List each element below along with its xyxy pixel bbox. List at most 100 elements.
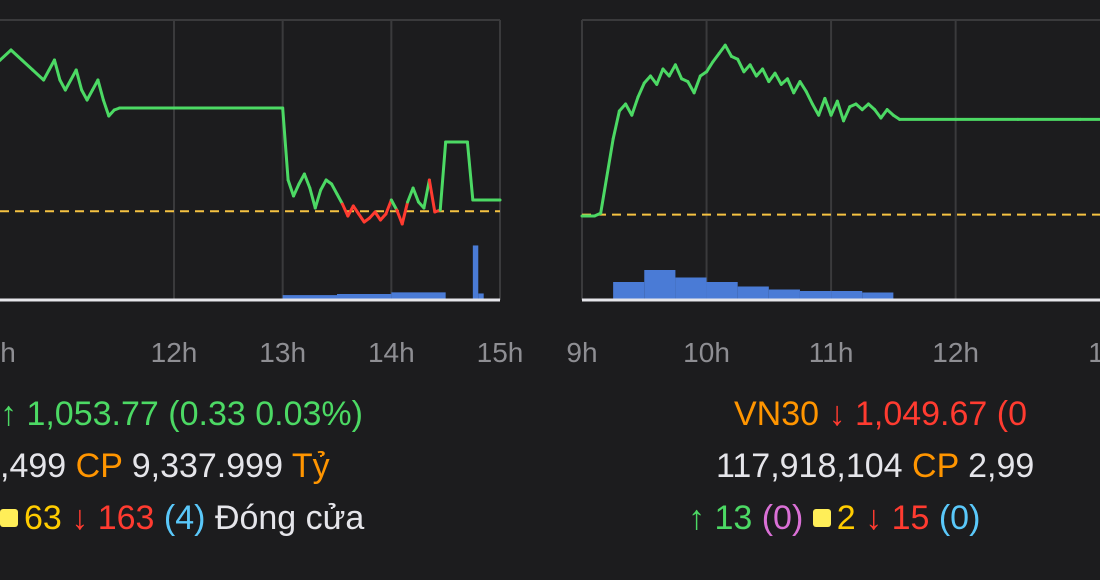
price-line-segment — [389, 198, 399, 212]
price-line-segment — [427, 178, 437, 214]
price-line-segment — [406, 186, 415, 204]
price-line-segment — [42, 68, 51, 82]
price-line-segment — [346, 204, 355, 218]
right-index-name: VN30 — [734, 395, 820, 433]
price-line-segment — [63, 78, 73, 92]
price-line-segment — [773, 71, 783, 86]
price-line-segment — [636, 81, 646, 99]
price-line-segment — [667, 63, 677, 78]
volume-bar — [737, 286, 769, 300]
price-line-segment — [52, 58, 62, 82]
volume-bar — [472, 245, 479, 300]
price-line-segment — [313, 188, 323, 210]
right-cp-label: CP — [912, 447, 959, 485]
price-line-segment — [717, 43, 727, 56]
price-line-segment — [101, 98, 111, 118]
price-line-segment — [673, 63, 684, 81]
price-line-segment — [873, 108, 883, 120]
price-line-segment — [335, 192, 344, 206]
x-tick-label: 14h — [368, 337, 415, 368]
price-line-segment — [711, 52, 721, 64]
price-line-segment — [411, 186, 420, 204]
x-tick-label-fragment: h — [0, 337, 16, 368]
price-line-segment — [686, 80, 696, 95]
right-up-count: 13 — [714, 499, 753, 537]
price-line-segment — [842, 105, 852, 123]
volume-bar — [706, 282, 738, 300]
price-line-segment — [96, 78, 105, 102]
price-line-segment — [357, 212, 366, 224]
price-line-segment — [642, 74, 652, 85]
price-line-segment — [630, 95, 640, 117]
left-volume-line: ,499 CP 9,337.999 Tỷ — [0, 446, 330, 486]
left-volume: ,499 — [0, 447, 67, 485]
price-line-segment — [330, 182, 339, 196]
left-flat-count: 63 — [24, 499, 62, 537]
price-line-segment — [810, 102, 821, 117]
volume-bar — [478, 293, 484, 300]
x-tick-label: 15h — [477, 337, 524, 368]
price-line-segment — [302, 172, 312, 190]
volume-bar — [799, 291, 832, 300]
up-arrow-icon: ↑ — [0, 395, 17, 433]
price-line-segment — [58, 78, 67, 92]
price-line-segment — [20, 58, 35, 72]
right-down-floor: (0) — [938, 499, 981, 537]
price-line-segment — [804, 89, 814, 106]
price-line-segment — [835, 99, 846, 123]
price-line-segment — [879, 108, 889, 120]
price-line-segment — [286, 178, 296, 198]
down-arrow-icon: ↓ — [71, 499, 89, 537]
price-line-segment — [373, 210, 382, 222]
chart-panel-left: 12h 13h 14h 15h h — [0, 19, 524, 368]
price-line-segment — [340, 202, 350, 218]
right-volume: 117,918,104 — [716, 447, 903, 485]
x-tick-label: 12h — [151, 337, 198, 368]
price-line-segment — [823, 96, 833, 117]
left-down-count: 163 — [97, 499, 155, 537]
price-line-segment — [351, 204, 361, 216]
volume-bar — [862, 292, 894, 300]
price-line-segment — [400, 200, 410, 226]
volume-bar — [768, 289, 800, 300]
x-tick-label-fragment: 1 — [1088, 337, 1100, 368]
volume-bar — [391, 292, 446, 300]
up-arrow-icon: ↑ — [688, 499, 705, 537]
right-breadth-line: ↑ 13 (0) 2 ↓ 15 (0) — [688, 498, 980, 538]
price-line-segment — [599, 137, 615, 215]
price-line-segment — [767, 71, 777, 84]
left-cp-label: CP — [75, 447, 123, 485]
down-arrow-icon: ↓ — [865, 499, 883, 537]
left-amount: 9,337.999 — [131, 447, 283, 485]
right-down-count: 15 — [891, 499, 930, 537]
price-line-segment — [31, 68, 46, 82]
left-index-value: 1,053.77 — [26, 395, 159, 433]
price-line-segment — [829, 99, 839, 117]
price-line-segment — [692, 74, 702, 95]
price-line-segment — [792, 80, 802, 95]
flat-square-icon — [812, 509, 831, 528]
price-line-segment — [319, 178, 328, 192]
right-flat-count: 2 — [836, 499, 856, 537]
left-breadth-line: 63 ↓ 163 (4) Đóng cửa — [0, 498, 364, 538]
right-index-line: VN30 ↓ 1,049.67 (0 — [734, 394, 1027, 434]
volume-bar — [675, 277, 707, 300]
right-volume-line: 117,918,104 CP 2,99 — [716, 446, 1034, 486]
right-up-ceiling: (0) — [761, 499, 804, 537]
left-down-ceiling: (4) — [163, 499, 206, 537]
price-line-segment — [308, 186, 317, 210]
left-session-status: Đóng cửa — [214, 499, 365, 537]
price-line-segment — [422, 178, 431, 210]
x-tick-label: 11h — [809, 337, 854, 368]
volume-bar — [644, 270, 676, 300]
price-line-segment — [74, 68, 84, 92]
down-arrow-icon: ↓ — [828, 395, 846, 433]
x-tick-label: 9h — [566, 337, 597, 368]
left-unit: Tỷ — [291, 447, 330, 485]
right-index-value: 1,049.67 — [854, 395, 988, 433]
right-index-change: (0 — [996, 395, 1028, 433]
price-line-segment — [438, 140, 448, 212]
price-line-segment — [465, 140, 475, 202]
price-line-segment — [80, 88, 89, 102]
